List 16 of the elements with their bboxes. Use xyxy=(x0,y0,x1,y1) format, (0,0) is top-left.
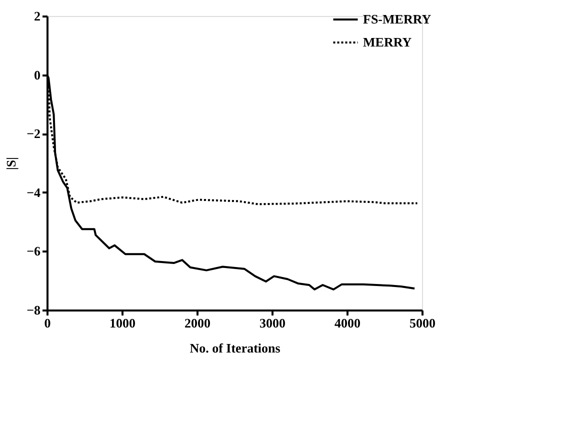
y-tick-label: 0 xyxy=(34,67,40,82)
x-tick-label: 3000 xyxy=(260,316,286,330)
x-tick-label: 2000 xyxy=(184,316,210,330)
y-tick-label: −2 xyxy=(26,126,40,142)
y-tick-label: −6 xyxy=(26,244,41,259)
x-tick-label: 0 xyxy=(44,316,51,330)
y-axis-title: |S| xyxy=(4,157,19,170)
x-tick-label: 5000 xyxy=(410,316,436,330)
legend-label: FS-MERRY xyxy=(363,12,432,26)
x-tick-label: 1000 xyxy=(110,316,136,330)
x-tick-label: 4000 xyxy=(334,316,360,330)
x-axis-title: No. of Iterations xyxy=(190,340,280,356)
legend-label: MERRY xyxy=(363,34,412,50)
y-tick-label: 2 xyxy=(34,8,40,24)
y-tick-label: −8 xyxy=(26,302,41,318)
y-tick-label: −4 xyxy=(26,184,41,200)
